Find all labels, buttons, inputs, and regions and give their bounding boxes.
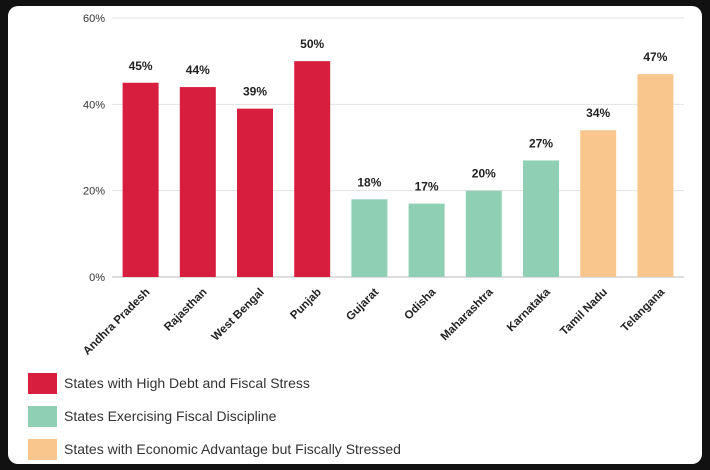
legend-label-economic-advantage: States with Economic Advantage but Fisca… bbox=[64, 441, 401, 457]
y-axis: 0% 20% 40% 60% bbox=[83, 13, 105, 284]
data-label: 39% bbox=[243, 85, 267, 99]
legend-label-high-debt: States with High Debt and Fiscal Stress bbox=[64, 375, 310, 391]
data-label: 50% bbox=[300, 37, 324, 51]
data-labels: 45% 44% 39% 50% 18% 17% 20% 27% 34% 47% bbox=[129, 37, 668, 193]
data-label: 34% bbox=[586, 106, 610, 120]
data-label: 27% bbox=[529, 136, 553, 150]
x-tick-label: Andhra Pradesh bbox=[81, 286, 152, 357]
data-label: 44% bbox=[186, 63, 210, 77]
legend-item-economic-advantage: States with Economic Advantage but Fisca… bbox=[28, 438, 401, 460]
y-tick-label: 60% bbox=[83, 13, 105, 25]
legend-label-fiscal-discipline: States Exercising Fiscal Discipline bbox=[64, 408, 277, 424]
data-label: 17% bbox=[415, 180, 439, 194]
bar bbox=[408, 203, 445, 277]
x-tick-label: Telangana bbox=[619, 286, 668, 335]
x-tick-label: Karnataka bbox=[505, 286, 553, 334]
x-tick-label: Gujarat bbox=[344, 286, 381, 323]
data-label: 47% bbox=[643, 50, 667, 64]
x-tick-label: Rajasthan bbox=[162, 286, 209, 333]
bar bbox=[237, 108, 273, 278]
x-tick-label: Odisha bbox=[402, 286, 438, 322]
y-tick-label: 20% bbox=[83, 186, 105, 198]
legend-item-high-debt: States with High Debt and Fiscal Stress bbox=[28, 372, 401, 394]
bar bbox=[351, 199, 388, 277]
bar bbox=[465, 190, 502, 277]
x-axis: Andhra Pradesh Rajasthan West Bengal Punjab… bbox=[81, 286, 668, 358]
bars bbox=[122, 61, 674, 278]
data-label: 45% bbox=[129, 59, 153, 73]
bar bbox=[637, 74, 674, 277]
legend: States with High Debt and Fiscal Stress … bbox=[28, 372, 401, 464]
x-tick-label: Tamil Nadu bbox=[558, 286, 610, 338]
y-tick-label: 40% bbox=[83, 99, 105, 111]
legend-swatch-economic-advantage bbox=[28, 438, 57, 460]
bar bbox=[294, 61, 331, 277]
legend-swatch-fiscal-discipline bbox=[28, 405, 57, 427]
bar bbox=[122, 82, 159, 277]
x-tick-label: Punjab bbox=[288, 286, 324, 322]
bar bbox=[179, 87, 216, 277]
bar bbox=[580, 130, 617, 277]
y-tick-label: 0% bbox=[89, 272, 105, 284]
bar-chart: 0%20%40%60% 45% 44%39%50%18% 17%20%27%34%4… bbox=[81, 13, 684, 358]
legend-item-fiscal-discipline: States Exercising Fiscal Discipline bbox=[28, 405, 401, 427]
data-label: 18% bbox=[357, 175, 381, 189]
chart-card: 0% 20% 40% 60% 45% 44% 39% 50% 18% 17% 20% 27% 34% 4… bbox=[8, 6, 702, 464]
legend-swatch-high-debt bbox=[28, 372, 57, 394]
data-label: 20% bbox=[472, 167, 496, 181]
x-tick-label: Maharashtra bbox=[439, 286, 496, 343]
bar bbox=[523, 160, 559, 277]
x-tick-label: West Bengal bbox=[210, 286, 267, 343]
